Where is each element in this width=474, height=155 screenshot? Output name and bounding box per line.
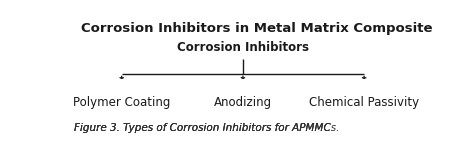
- Text: Corrosion Inhibitors: Corrosion Inhibitors: [177, 41, 309, 54]
- Text: Chemical Passivity: Chemical Passivity: [309, 96, 419, 109]
- Text: Anodizing: Anodizing: [214, 96, 272, 109]
- Text: Figure 3. Types of Corrosion Inhibitors for APMMCs.: Figure 3. Types of Corrosion Inhibitors …: [74, 123, 339, 133]
- Text: Figure 3. Types of Corrosion Inhibitors for APMMC: Figure 3. Types of Corrosion Inhibitors …: [74, 123, 331, 133]
- Text: Polymer Coating: Polymer Coating: [73, 96, 170, 109]
- Text: Figure 3. Types of Corrosion Inhibitors for APMMC: Figure 3. Types of Corrosion Inhibitors …: [74, 123, 331, 133]
- Text: Corrosion Inhibitors in Metal Matrix Composite: Corrosion Inhibitors in Metal Matrix Com…: [82, 22, 433, 35]
